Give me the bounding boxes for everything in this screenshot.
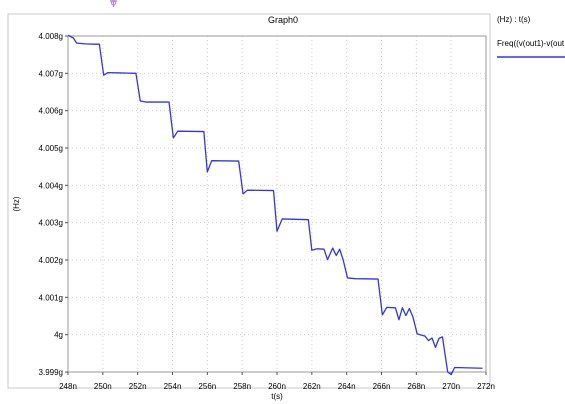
series-layer <box>67 34 483 376</box>
x-tick-label: 272n <box>477 382 495 391</box>
axis-ticks <box>65 35 487 375</box>
x-tick-label: 262n <box>303 382 321 391</box>
y-tick-label: 4.001g <box>39 293 63 302</box>
x-tick-label: 256n <box>198 382 216 391</box>
x-tick-label: 258n <box>233 382 251 391</box>
x-tick-label: 250n <box>94 382 112 391</box>
y-tick-label: 3.999g <box>39 368 63 377</box>
y-tick-labels: 3.999g 4g 4.001g 4.002g 4.003g 4.004g 4.005g 4.… <box>39 32 63 377</box>
x-tick-label: 268n <box>407 382 425 391</box>
x-tick-label: 254n <box>164 382 182 391</box>
legend[interactable]: (Hz) : t(s) Freq((v(out1)-v(out <box>497 15 565 58</box>
y-tick-label: 4.005g <box>39 144 63 153</box>
x-tick-label: 252n <box>129 382 147 391</box>
x-tick-label: 266n <box>373 382 391 391</box>
crosshair-marker-icon <box>110 0 117 7</box>
y-tick-label: 4.006g <box>39 107 63 116</box>
y-tick-label: 4.004g <box>39 181 63 190</box>
x-tick-label: 270n <box>442 382 460 391</box>
y-tick-label: 4.008g <box>39 32 63 41</box>
y-tick-label: 4.002g <box>39 256 63 265</box>
grid <box>68 36 486 372</box>
x-tick-label: 260n <box>268 382 286 391</box>
legend-entry-label: Freq((v(out1)-v(out <box>497 39 565 48</box>
chart-title: Graph0 <box>268 15 298 25</box>
y-axis-label: (Hz) <box>12 196 21 211</box>
x-axis-label: t(s) <box>271 392 283 401</box>
legend-header: (Hz) : t(s) <box>497 15 531 24</box>
y-tick-label: 4g <box>54 331 63 340</box>
x-tick-label: 264n <box>338 382 356 391</box>
x-tick-labels: 248n 250n 252n 254n 256n 258n 260n 262n 264n 266n… <box>59 382 495 391</box>
y-tick-label: 4.003g <box>39 219 63 228</box>
graph-panel <box>7 13 491 389</box>
y-tick-label: 4.007g <box>39 69 63 78</box>
series-line <box>67 34 483 376</box>
x-tick-label: 248n <box>59 382 77 391</box>
